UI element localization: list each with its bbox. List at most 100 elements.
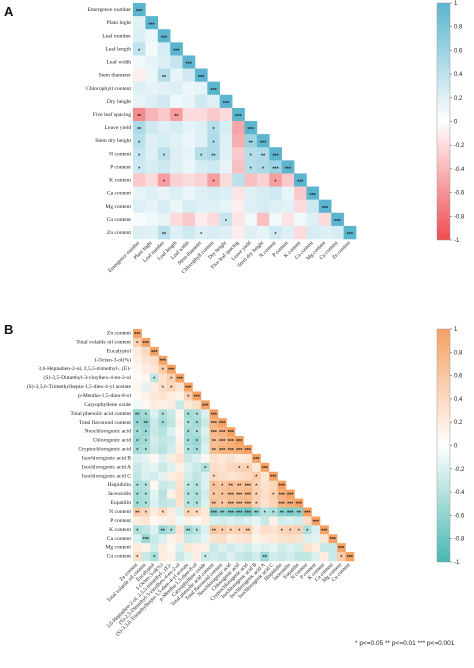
significance-marker: ** xyxy=(212,528,217,534)
heatmap-cell xyxy=(184,525,193,535)
heatmap-cell xyxy=(311,516,321,526)
heatmap-cell xyxy=(133,29,146,43)
row-label: Leave yield xyxy=(105,125,131,131)
heatmap-cell xyxy=(209,516,219,526)
heatmap-cell xyxy=(218,543,227,553)
heatmap-cell xyxy=(294,173,307,187)
heatmap-cell xyxy=(192,498,202,508)
heatmap-cell xyxy=(170,42,183,56)
heatmap-cell xyxy=(294,507,304,517)
heatmap-cell xyxy=(133,391,142,401)
heatmap-cell xyxy=(219,212,233,227)
heatmap-cell xyxy=(201,436,210,446)
heatmap-cell xyxy=(182,68,196,82)
heatmap-cell xyxy=(192,427,202,437)
heatmap-cell xyxy=(294,212,307,227)
heatmap-cell xyxy=(170,107,183,122)
significance-marker: * xyxy=(196,528,199,534)
heatmap-cell xyxy=(260,534,270,544)
significance-marker: * xyxy=(196,448,199,454)
row-label: Total volatile oil content xyxy=(76,339,131,345)
significance-marker: *** xyxy=(279,493,286,499)
significance-marker: *** xyxy=(236,501,243,507)
heatmap-cell xyxy=(209,471,219,481)
heatmap-cell xyxy=(167,498,176,508)
significance-marker: ** xyxy=(161,528,166,534)
heatmap-cell xyxy=(201,409,210,419)
significance-marker: * xyxy=(212,180,215,186)
heatmap-cell xyxy=(133,68,146,82)
heatmap-cell xyxy=(150,480,159,490)
heatmap-cell xyxy=(184,462,193,473)
heatmap-cell xyxy=(235,489,244,499)
significance-marker: * xyxy=(136,484,139,490)
significance-marker: *** xyxy=(143,537,150,543)
heatmap-cell xyxy=(184,516,193,526)
heatmap-cell xyxy=(145,160,159,174)
heatmap-cell xyxy=(194,81,208,96)
significance-marker: *** xyxy=(330,537,337,543)
heatmap-cell xyxy=(175,427,185,437)
heatmap-cell xyxy=(281,225,295,240)
colorbar-tick-label: 0.8 xyxy=(454,25,463,31)
heatmap-cell xyxy=(133,160,146,174)
heatmap-cell xyxy=(145,121,159,135)
colorbar-tick-label: -0.4 xyxy=(454,490,465,496)
heatmap-cell xyxy=(158,498,168,508)
significance-marker: * xyxy=(298,528,301,534)
heatmap-cell xyxy=(243,516,253,526)
significance-marker: * xyxy=(138,49,141,55)
heatmap-cell xyxy=(286,525,295,535)
row-label: Cu content xyxy=(107,217,132,223)
heatmap-cell xyxy=(218,534,227,544)
significance-marker: * xyxy=(221,528,224,534)
significance-marker: *** xyxy=(236,493,243,499)
heatmap-cell xyxy=(133,337,142,348)
heatmap-cell xyxy=(141,391,151,401)
colorbar-tick-label: 1 xyxy=(454,1,458,7)
row-label: Chlorophyll content xyxy=(86,86,131,92)
significance-marker: *** xyxy=(245,501,252,507)
heatmap-cell xyxy=(184,436,193,446)
heatmap-cell xyxy=(157,147,171,161)
significance-marker: * xyxy=(187,510,190,516)
significance-marker: * xyxy=(136,555,139,561)
significance-marker: *** xyxy=(161,35,168,41)
heatmap-cell xyxy=(133,480,142,490)
heatmap-cell xyxy=(175,400,185,410)
significance-marker: * xyxy=(138,140,141,146)
heatmap-cell xyxy=(269,160,282,174)
heatmap-cell xyxy=(150,552,159,562)
panel-a-correlation-heatmap: A Emergence number Plant hight Leaf number… xyxy=(4,1,465,275)
row-label: Leaf length xyxy=(105,45,131,52)
heatmap-cell xyxy=(207,212,221,227)
heatmap-cell xyxy=(218,427,227,437)
heatmap-cell xyxy=(170,134,183,148)
heatmap-cell xyxy=(141,355,151,365)
significance-marker: * xyxy=(196,501,199,507)
significance-marker: ** xyxy=(263,555,268,561)
significance-marker: ** xyxy=(144,421,149,427)
heatmap-cell xyxy=(277,489,287,499)
significance-marker: * xyxy=(225,219,228,225)
significance-marker: *** xyxy=(262,466,269,472)
significance-marker: *** xyxy=(211,430,218,436)
heatmap-cell xyxy=(141,427,151,437)
heatmap-cell xyxy=(260,525,270,535)
heatmap-cell xyxy=(201,516,210,526)
heatmap-cell xyxy=(256,225,270,240)
colorbar-tick-label: 0.2 xyxy=(454,96,463,102)
significance-marker: *** xyxy=(235,114,242,120)
significance-marker: * xyxy=(162,368,165,374)
heatmap-cell xyxy=(141,480,151,490)
significance-marker: * xyxy=(213,493,216,499)
heatmap-cell xyxy=(318,225,332,240)
heatmap-cell xyxy=(182,186,196,200)
heatmap-cell xyxy=(277,507,287,517)
heatmap-cell xyxy=(218,436,227,446)
heatmap-cell xyxy=(201,445,210,455)
heatmap-cell xyxy=(207,173,221,187)
heatmap-cell xyxy=(337,543,346,553)
row-label: N content xyxy=(109,151,131,157)
